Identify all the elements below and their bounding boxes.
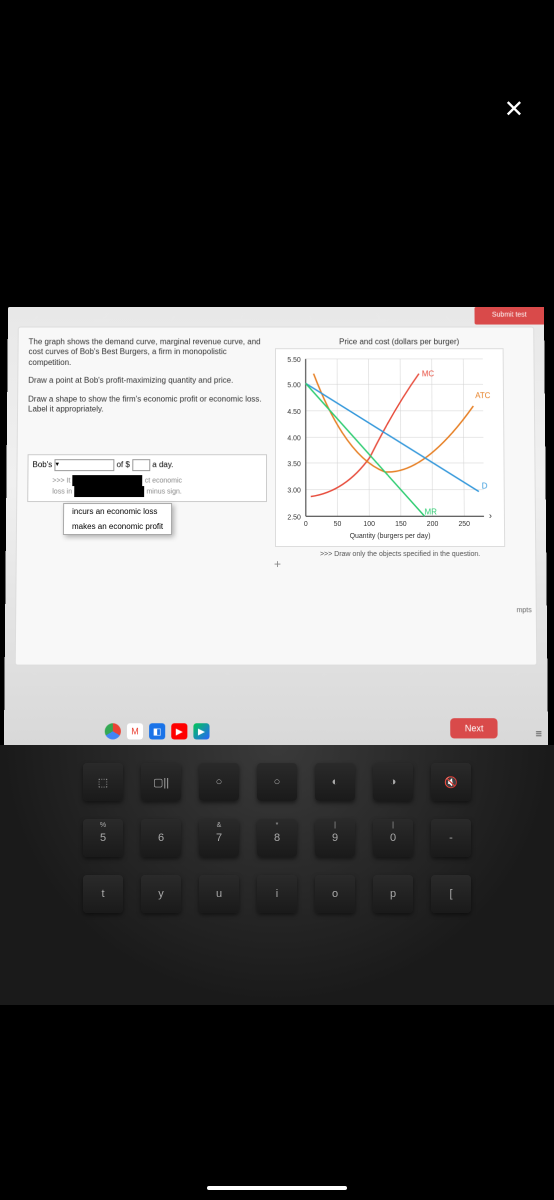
- atc-label: ATC: [475, 391, 491, 400]
- app-screenshot: Submit test The graph shows the demand c…: [4, 307, 548, 747]
- key-6[interactable]: 6: [141, 819, 181, 857]
- key-fn6[interactable]: ◑: [373, 763, 413, 801]
- ylabel-550: 5.50: [287, 357, 301, 364]
- close-icon[interactable]: ✕: [504, 95, 524, 124]
- chart-column: Price and cost (dollars per burger) 5.5: [275, 337, 525, 558]
- play-icon[interactable]: ▶: [193, 723, 209, 739]
- dropdown-options: incurs an economic loss makes an economi…: [63, 503, 172, 535]
- key-u[interactable]: u: [199, 875, 239, 913]
- key-p[interactable]: p: [373, 875, 413, 913]
- key-fn1[interactable]: ⬚: [83, 763, 123, 801]
- keyboard: ⬚ ▢|| ○ ○ ◐ ◑ 🔇 %5 6 &7 *8 |9 |0 - t y u…: [0, 745, 554, 1005]
- key-minus[interactable]: -: [431, 819, 471, 857]
- hint-minus: minus sign.: [146, 489, 181, 496]
- ylabel-400: 4.00: [287, 435, 301, 442]
- question-text-column: The graph shows the demand curve, margin…: [27, 337, 267, 502]
- key-fn3[interactable]: ○: [199, 763, 239, 801]
- amount-input[interactable]: [132, 460, 150, 472]
- chart-title: Price and cost (dollars per burger): [275, 337, 523, 346]
- ylabel-450: 4.50: [287, 409, 301, 416]
- key-7[interactable]: &7: [199, 819, 239, 857]
- hint-economic: ct economic: [145, 478, 182, 485]
- prompt-paragraph-3: Draw a shape to show the firm's economic…: [28, 394, 267, 415]
- key-o[interactable]: o: [315, 875, 355, 913]
- xaxis-label: Quantity (burgers per day): [350, 533, 431, 540]
- dropdown-option-profit[interactable]: makes an economic profit: [64, 519, 171, 534]
- svg-text:200: 200: [427, 521, 439, 528]
- d-label: D: [482, 482, 488, 491]
- hint-loss: loss in: [52, 489, 72, 496]
- svg-text:150: 150: [395, 521, 407, 528]
- chart-instruction: >>> Draw only the objects specified in t…: [275, 551, 525, 558]
- redacted-2: [74, 486, 144, 497]
- svg-text:50: 50: [334, 521, 342, 528]
- key-t[interactable]: t: [83, 875, 123, 913]
- youtube-icon[interactable]: ▶: [171, 723, 187, 739]
- ylabel-250: 2.50: [287, 514, 301, 521]
- key-8[interactable]: *8: [257, 819, 297, 857]
- of-dollar-label: of $: [117, 461, 130, 470]
- redacted-1: [73, 475, 143, 486]
- key-5[interactable]: %5: [83, 819, 123, 857]
- chrome-icon[interactable]: [105, 723, 121, 739]
- ylabel-300: 3.00: [287, 488, 301, 495]
- points-label: mpts: [517, 607, 532, 614]
- crosshair-icon: +: [274, 557, 281, 571]
- answer-fill-row: Bob's ▾ of $ a day. >>> It ct economic l…: [27, 455, 267, 503]
- svg-text:0: 0: [304, 521, 308, 528]
- home-indicator[interactable]: [207, 1186, 347, 1190]
- prompt-paragraph-1: The graph shows the demand curve, margin…: [28, 337, 267, 368]
- bobs-label: Bob's: [32, 461, 52, 470]
- svg-text:250: 250: [458, 521, 470, 528]
- taskbar: M ◧ ▶ ▶: [4, 716, 548, 746]
- app-icon[interactable]: ◧: [149, 723, 165, 739]
- svg-text:100: 100: [363, 521, 375, 528]
- economics-chart[interactable]: 5.50 5.00 4.50 4.00 3.50 3.00 2.50 0 50 …: [275, 348, 505, 547]
- hint-it: >>> It: [52, 478, 70, 485]
- prompt-paragraph-2: Draw a point at Bob's profit-maximizing …: [28, 376, 267, 386]
- key-i[interactable]: i: [257, 875, 297, 913]
- key-fn5[interactable]: ◐: [315, 763, 355, 801]
- mr-label: MR: [425, 507, 438, 516]
- submit-bar[interactable]: Submit test: [474, 307, 544, 325]
- key-y[interactable]: y: [141, 875, 181, 913]
- gmail-icon[interactable]: M: [127, 723, 143, 739]
- profit-loss-dropdown[interactable]: ▾: [54, 460, 114, 472]
- key-fn7[interactable]: 🔇: [431, 763, 471, 801]
- ylabel-500: 5.00: [287, 382, 301, 389]
- a-day-label: a day.: [152, 461, 173, 470]
- key-9[interactable]: |9: [315, 819, 355, 857]
- ylabel-350: 3.50: [287, 461, 301, 468]
- dropdown-option-loss[interactable]: incurs an economic loss: [64, 504, 171, 519]
- question-panel: The graph shows the demand curve, margin…: [15, 327, 538, 666]
- mc-label: MC: [422, 370, 435, 379]
- key-0[interactable]: |0: [373, 819, 413, 857]
- key-fn2[interactable]: ▢||: [141, 763, 181, 801]
- key-bracket[interactable]: [: [431, 875, 471, 913]
- svg-text:›: ›: [489, 510, 492, 520]
- key-fn4[interactable]: ○: [257, 763, 297, 801]
